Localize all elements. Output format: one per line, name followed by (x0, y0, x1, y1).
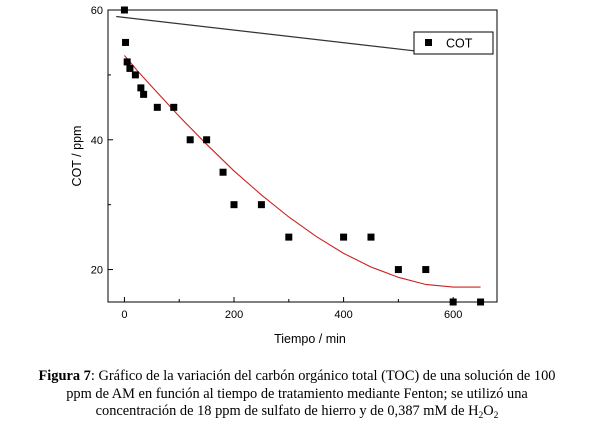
caption-line-3: concentración de 18 ppm de sulfato de hi… (0, 403, 594, 421)
data-point (449, 298, 457, 306)
data-point (367, 233, 375, 241)
data-point (131, 71, 139, 79)
x-tick-label: 400 (334, 309, 352, 321)
figure-caption: Figura 7: Gráfico de la variación del ca… (0, 368, 594, 421)
data-point (140, 90, 148, 98)
data-point (422, 266, 430, 274)
caption-h2o2-sub-1: 2 (478, 411, 484, 421)
data-point (120, 6, 128, 14)
data-point (340, 233, 348, 241)
y-tick-label: 40 (91, 135, 103, 147)
data-point (230, 201, 238, 209)
data-point (203, 136, 211, 144)
data-point (137, 84, 145, 92)
caption-line-1: Figura 7: Gráfico de la variación del ca… (0, 368, 594, 386)
data-point (257, 201, 265, 209)
legend-box (413, 31, 494, 55)
caption-line-1-text: : Gráfico de la variación del carbón org… (90, 368, 556, 384)
y-tick-label: 60 (91, 5, 103, 17)
y-tick-label: 20 (91, 265, 103, 277)
data-points-layer (120, 6, 485, 306)
caption-label: Figura 7 (38, 368, 91, 384)
data-point (394, 266, 402, 274)
data-point (170, 103, 178, 111)
x-axis-label: Tiempo / min (274, 332, 346, 346)
legend: COT (413, 31, 494, 55)
caption-line-3-text: concentración de 18 ppm de sulfato de hi… (95, 403, 479, 419)
fit-curve (124, 55, 481, 288)
y-axis-label: COT / ppm (70, 126, 84, 187)
x-tick-label: 600 (444, 309, 462, 321)
fit-curve-layer (124, 55, 481, 288)
data-point (153, 103, 161, 111)
x-tick-label: 200 (225, 309, 243, 321)
data-point (285, 233, 293, 241)
plot-frame (107, 9, 498, 303)
decorative-line (116, 15, 426, 53)
decorative-line-layer (116, 15, 426, 53)
caption-line-2: ppm de AM en función al tiempo de tratam… (66, 385, 528, 402)
data-point (122, 38, 130, 46)
legend-label: COT (446, 37, 473, 51)
x-tick-label: 0 (121, 309, 127, 321)
data-point (477, 298, 485, 306)
ticks-layer: 0 200 400 600 20 40 60 (91, 5, 463, 321)
data-point (126, 64, 134, 72)
data-point (219, 168, 227, 176)
plot-frame-group (107, 9, 498, 303)
caption-h2o2-sub-2: 2 (493, 411, 499, 421)
caption-h2o2-o: O (483, 403, 494, 419)
legend-marker (425, 39, 432, 46)
data-point (123, 58, 131, 66)
data-point (186, 136, 194, 144)
